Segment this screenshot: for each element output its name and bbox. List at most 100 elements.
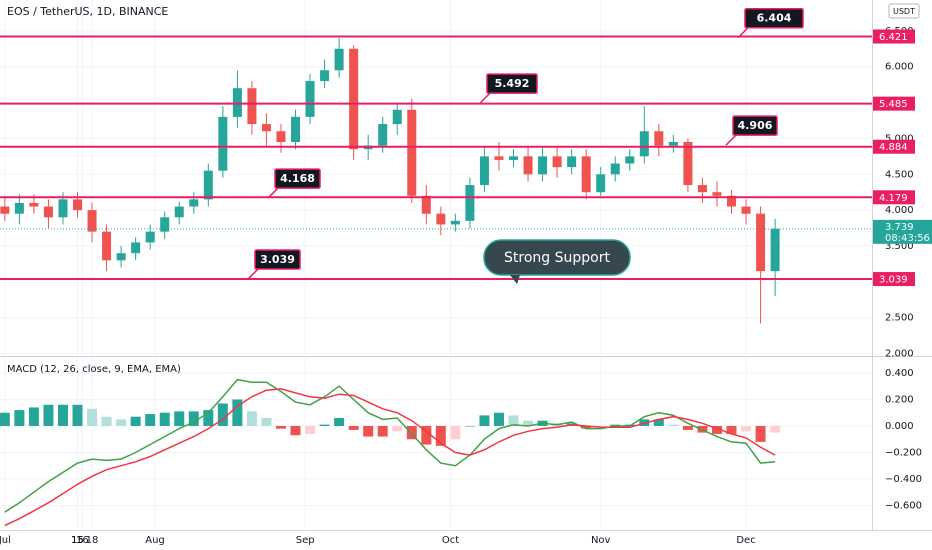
histogram-bar [275,425,286,429]
candle-body [218,116,228,171]
candle-body [0,206,10,214]
candle-body [421,195,431,214]
candle-body [73,199,83,211]
level-label: 4.884 [879,142,908,153]
histogram-bar [711,425,722,434]
candle-body [625,156,635,164]
y-tick-label: 6.000 [885,62,914,73]
histogram-bar [450,425,461,440]
histogram-bar [217,403,228,426]
last-price-label: 3.739 [885,222,914,233]
histogram-bar [363,425,374,437]
candle-body [581,156,591,193]
candle-body [305,81,315,117]
annotation-box [744,7,804,29]
y-tick-label: −0.600 [885,500,922,511]
candle-body [29,202,39,207]
last-price-box [873,219,932,244]
annotation-label: 4.168 [280,172,315,185]
candle-body [407,109,417,196]
x-tick-label: Aug [145,535,165,546]
level-label: 3.039 [879,275,908,286]
signal-line [4,388,776,527]
histogram-bar [421,425,432,445]
annotation-box [486,73,538,94]
level-label-box [873,139,915,154]
candle-body [378,124,388,146]
y-tick-label: −0.200 [885,447,922,458]
candle-body [131,242,141,254]
currency: USDT [893,7,915,16]
histogram-bar [348,425,359,430]
histogram-bar [72,404,83,426]
histogram-bar [232,399,243,426]
x-tick-label: Dec [736,535,755,546]
candle-body [538,156,548,175]
y-tick-label: 4.500 [885,169,914,180]
histogram-bar [87,408,98,426]
callout-text: Strong Support [504,250,610,266]
candle-body [261,124,271,132]
histogram-bar [392,425,403,432]
annotation-box [274,168,321,189]
x-tick-label: Oct [442,535,459,546]
candle-body [552,156,562,168]
y-tick-label: 0.400 [885,368,914,379]
candle-body [741,206,751,214]
histogram-bar [174,411,185,426]
candle-body [610,163,620,175]
histogram-bar [246,411,257,426]
histogram-bar [101,416,112,426]
histogram-bar [508,415,519,426]
candle-body [509,156,519,160]
callout-pointer [510,275,520,284]
candle-body [494,156,504,160]
y-tick-label: 0.200 [885,394,914,405]
histogram-bar [334,418,345,426]
histogram-bar [581,425,592,429]
candle-body [639,131,649,157]
annotation-pointer [247,268,259,280]
annotation-label: 3.039 [260,253,295,266]
histogram-bar [14,410,25,426]
annotation-pointer [725,134,737,146]
x-tick-label: 18 [86,535,99,546]
y-tick-label: 0.000 [885,421,914,432]
level-label-box [873,272,915,287]
histogram-bar [653,419,664,426]
candle-body [232,88,242,117]
candle-body [276,131,286,142]
annotation-box [254,249,301,270]
candle-body [174,206,184,218]
histogram-bar [43,404,54,426]
candle-body [87,210,97,232]
candle-body [102,231,112,261]
level-label: 5.485 [879,99,908,110]
histogram-bar [523,420,534,426]
level-label-box [873,96,915,111]
candle-body [683,142,693,186]
y-tick-label: 5.000 [885,133,914,144]
histogram-bar [755,425,766,442]
candle-body [756,213,766,272]
currency-box [888,3,920,19]
annotation-pointer [479,92,491,104]
candle-body [727,195,737,207]
histogram-bar [0,412,10,426]
annotation-pointer [737,27,749,39]
histogram-bar [28,407,39,426]
candle-body [436,213,446,225]
candle-body [479,156,489,186]
histogram-bar [377,425,388,437]
macd-line [4,378,776,513]
y-tick-label: 4.000 [885,205,914,216]
histogram-bar [188,411,199,426]
y-tick-label: −0.400 [885,474,922,485]
candle-body [596,174,606,193]
macd-title: MACD (12, 26, close, 9, EMA, EMA) [7,364,181,375]
histogram-bar [203,410,214,426]
annotation-box [732,115,778,136]
y-tick-label: 3.500 [885,241,914,252]
candle-body [450,220,460,225]
